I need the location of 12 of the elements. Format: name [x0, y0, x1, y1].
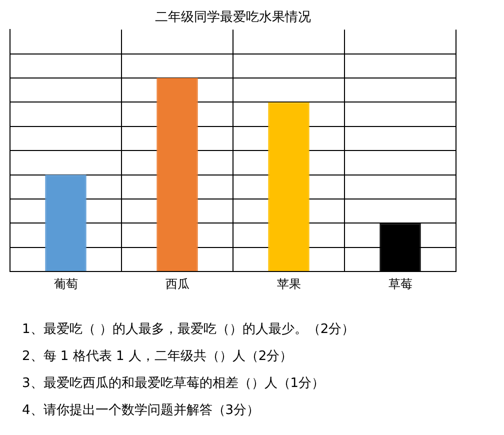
- x-tick-label: 西瓜: [165, 276, 190, 291]
- x-tick-label: 苹果: [276, 276, 301, 291]
- text: 2、每 1 格代表 1 人，二年级共（）人（2分）: [22, 348, 294, 366]
- x-tick-label: 草莓: [388, 276, 412, 291]
- bar: [268, 102, 310, 272]
- bar: [156, 78, 198, 272]
- chart-title: 二年级同学最爱吃水果情况: [155, 10, 311, 26]
- x-tick-label: 葡萄: [54, 276, 78, 291]
- bar: [45, 174, 86, 272]
- text: 4、请你提出一个数学问题并解答（3分）: [22, 402, 261, 420]
- text: 3、最爱吃西瓜的和最爱吃草莓的相差（）人（1分）: [22, 375, 326, 393]
- text: 1、最爱吃（ ）的人最多，最爱吃（）的人最少。（2分）: [22, 321, 356, 339]
